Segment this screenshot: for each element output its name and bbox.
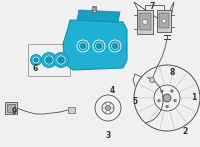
- Circle shape: [31, 55, 42, 66]
- Text: 5: 5: [132, 97, 138, 106]
- Bar: [5, 102, 17, 114]
- Text: 9: 9: [11, 107, 17, 117]
- Text: 8: 8: [169, 67, 175, 76]
- Circle shape: [93, 40, 105, 52]
- Circle shape: [161, 90, 163, 92]
- Circle shape: [77, 40, 89, 52]
- Bar: [159, 13, 169, 28]
- Circle shape: [174, 99, 176, 102]
- Text: 2: 2: [182, 127, 188, 137]
- Bar: [7, 104, 15, 112]
- Bar: [68, 107, 75, 113]
- Circle shape: [150, 77, 154, 82]
- Circle shape: [106, 106, 111, 111]
- Bar: [137, 10, 153, 34]
- Text: 6: 6: [32, 64, 38, 72]
- Bar: [28, 44, 70, 76]
- Circle shape: [109, 40, 121, 52]
- Circle shape: [162, 19, 166, 23]
- Circle shape: [158, 99, 160, 102]
- Bar: [157, 10, 171, 32]
- Circle shape: [80, 42, 87, 50]
- Polygon shape: [77, 10, 120, 22]
- Circle shape: [54, 52, 69, 67]
- Text: 3: 3: [105, 131, 111, 140]
- Text: 7: 7: [149, 1, 155, 10]
- Circle shape: [142, 20, 148, 25]
- Circle shape: [92, 7, 96, 11]
- Circle shape: [171, 90, 173, 92]
- Bar: [139, 13, 151, 30]
- Circle shape: [33, 57, 39, 63]
- Circle shape: [42, 52, 57, 67]
- Text: 1: 1: [191, 93, 197, 102]
- Circle shape: [112, 42, 119, 50]
- Bar: [92, 6, 96, 12]
- Circle shape: [163, 94, 171, 102]
- Circle shape: [166, 105, 168, 108]
- Circle shape: [57, 56, 65, 64]
- Text: 4: 4: [109, 86, 115, 95]
- Circle shape: [96, 42, 103, 50]
- Polygon shape: [63, 20, 127, 70]
- Circle shape: [45, 56, 53, 64]
